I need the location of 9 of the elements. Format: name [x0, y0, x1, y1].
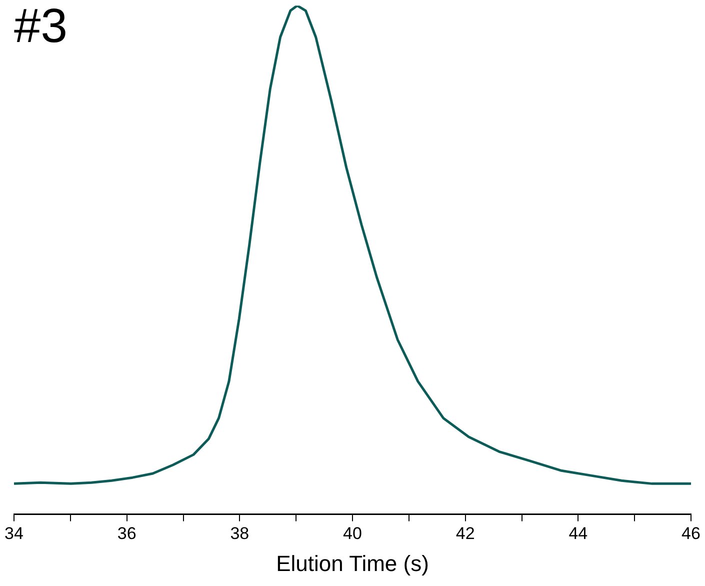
x-tick-label: 42	[456, 524, 475, 544]
x-tick-label: 34	[4, 524, 24, 544]
x-tick-label: 38	[230, 524, 250, 544]
x-tick-label: 36	[117, 524, 136, 544]
x-tick-label: 44	[568, 524, 588, 544]
x-tick-label: 40	[343, 524, 362, 544]
chart-title: #3	[14, 0, 68, 54]
x-tick-label: 46	[682, 524, 700, 544]
x-axis-title: Elution Time (s)	[276, 550, 429, 576]
